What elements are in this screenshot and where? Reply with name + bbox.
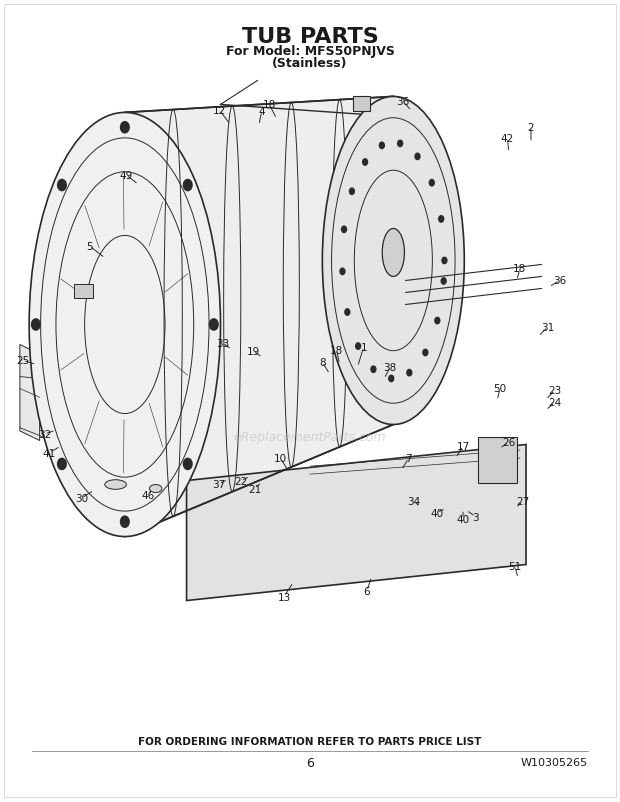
Text: 30: 30 <box>75 493 88 504</box>
Circle shape <box>429 180 434 187</box>
Text: 26: 26 <box>502 438 515 448</box>
Ellipse shape <box>149 485 162 493</box>
Text: 5: 5 <box>86 241 93 252</box>
Text: 46: 46 <box>141 490 155 500</box>
Circle shape <box>435 318 440 324</box>
Text: 18: 18 <box>263 100 276 111</box>
Text: 6: 6 <box>306 755 314 769</box>
Circle shape <box>120 123 129 134</box>
Circle shape <box>407 370 412 376</box>
Text: 7: 7 <box>405 454 412 464</box>
Circle shape <box>363 160 368 166</box>
Circle shape <box>356 343 361 350</box>
Circle shape <box>423 350 428 356</box>
Text: 21: 21 <box>248 484 261 494</box>
Polygon shape <box>125 97 393 537</box>
Ellipse shape <box>322 97 464 425</box>
Circle shape <box>58 459 66 470</box>
Circle shape <box>371 367 376 373</box>
Text: 34: 34 <box>407 496 420 506</box>
Text: 37: 37 <box>212 479 225 489</box>
Bar <box>353 97 371 111</box>
Text: W10305265: W10305265 <box>521 757 588 768</box>
Text: 31: 31 <box>541 322 554 333</box>
Text: 1: 1 <box>360 342 367 352</box>
Text: 19: 19 <box>247 346 260 356</box>
Text: 38: 38 <box>384 363 397 372</box>
Circle shape <box>210 319 218 330</box>
Text: (Stainless): (Stainless) <box>272 57 348 71</box>
Ellipse shape <box>382 229 404 277</box>
Circle shape <box>397 141 402 148</box>
Text: 51: 51 <box>508 561 521 572</box>
Circle shape <box>379 143 384 149</box>
Circle shape <box>58 180 66 192</box>
Text: 25: 25 <box>16 356 30 366</box>
Text: 22: 22 <box>234 476 247 486</box>
Text: 32: 32 <box>38 430 51 439</box>
Text: 17: 17 <box>456 442 470 452</box>
Text: 40: 40 <box>456 514 469 525</box>
Text: 27: 27 <box>516 496 529 507</box>
Ellipse shape <box>29 113 221 537</box>
Text: 18: 18 <box>330 346 343 355</box>
Circle shape <box>439 217 444 223</box>
Text: 36: 36 <box>396 97 409 107</box>
Text: 33: 33 <box>216 338 229 348</box>
Text: 3: 3 <box>472 512 479 522</box>
Polygon shape <box>187 445 526 601</box>
Text: 24: 24 <box>549 398 562 407</box>
Text: 42: 42 <box>501 134 514 144</box>
Text: 2: 2 <box>528 123 534 132</box>
Ellipse shape <box>105 480 126 490</box>
Circle shape <box>415 154 420 160</box>
Text: 6: 6 <box>363 586 370 596</box>
Text: 40: 40 <box>430 508 443 518</box>
Text: 50: 50 <box>494 384 507 394</box>
Text: 4: 4 <box>259 107 265 116</box>
Text: TUB PARTS: TUB PARTS <box>242 27 378 47</box>
Text: For Model: MFS50PNJVS: For Model: MFS50PNJVS <box>226 45 394 59</box>
Circle shape <box>184 459 192 470</box>
Polygon shape <box>20 345 40 441</box>
Circle shape <box>442 258 447 265</box>
Bar <box>74 285 93 298</box>
Circle shape <box>184 180 192 192</box>
Text: 41: 41 <box>43 448 56 458</box>
Text: 13: 13 <box>278 592 291 602</box>
Text: 18: 18 <box>513 264 526 274</box>
Text: 23: 23 <box>549 386 562 395</box>
Text: 49: 49 <box>120 171 133 180</box>
Circle shape <box>389 376 394 383</box>
Text: 12: 12 <box>213 106 226 115</box>
Circle shape <box>441 278 446 285</box>
Text: 8: 8 <box>319 358 326 367</box>
Text: 10: 10 <box>274 454 287 464</box>
Circle shape <box>120 516 129 528</box>
FancyBboxPatch shape <box>478 437 517 484</box>
Circle shape <box>345 310 350 316</box>
Text: eReplacementParts.com: eReplacementParts.com <box>234 431 386 444</box>
Circle shape <box>32 319 40 330</box>
Text: 36: 36 <box>554 276 567 286</box>
Circle shape <box>340 269 345 275</box>
Text: FOR ORDERING INFORMATION REFER TO PARTS PRICE LIST: FOR ORDERING INFORMATION REFER TO PARTS … <box>138 735 482 746</box>
Circle shape <box>350 188 355 195</box>
Circle shape <box>342 227 347 233</box>
